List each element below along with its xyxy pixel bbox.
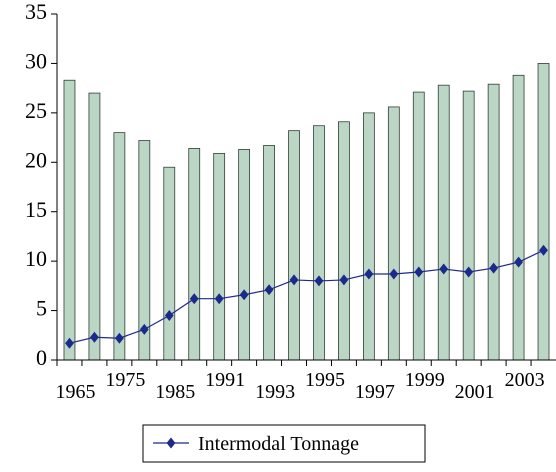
x-tick-label: 1985 [155,381,195,403]
marker [514,256,523,268]
marker [139,323,149,335]
legend: Intermodal Tonnage [142,424,426,463]
y-tick-label: 0 [36,345,47,370]
bar [263,145,275,361]
bar [412,91,425,361]
marker [90,331,99,343]
marker [164,310,174,322]
marker [364,268,374,280]
marker [65,337,74,349]
x-tick-label: 1991 [205,369,245,391]
marker [414,266,424,278]
bar [487,83,500,361]
x-tick-label: 1993 [255,381,295,403]
x-tick-label: 1995 [305,369,345,391]
y-tick-label: 30 [25,48,47,73]
x-tick-label: 1975 [105,369,145,391]
marker [339,274,349,286]
legend-box [142,424,426,463]
x-tick-label: 1999 [405,369,445,391]
marker [314,275,324,287]
bar [63,79,76,361]
y-tick-label: 5 [36,296,47,321]
y-tick-label: 35 [25,0,47,24]
bar [512,74,525,361]
x-tick-label: 1997 [355,381,395,403]
bar [437,84,450,361]
bar [387,106,400,361]
bar [288,130,300,361]
marker [439,263,449,275]
marker [189,293,199,305]
marker [464,266,474,278]
line [69,249,544,344]
marker [289,274,299,286]
x-tick-label: 2003 [505,369,545,391]
legend-marker [166,437,176,449]
bar [462,90,475,361]
marker [214,293,224,305]
legend-label: Intermodal Tonnage [198,433,359,455]
bar [188,148,201,361]
marker [389,268,399,280]
bar [338,121,350,361]
y-tick-label: 20 [25,147,47,172]
marker [264,284,274,296]
x-tick-label: 2001 [455,381,495,403]
bar [238,149,251,361]
bar [113,132,126,361]
y-tick-label: 10 [25,246,47,271]
marker [114,332,124,344]
marker [539,244,548,256]
bar [537,63,550,361]
bar [163,166,176,361]
marker [489,262,499,274]
x-tick-label: 1965 [55,381,95,403]
marker [239,289,249,301]
bar [362,112,375,361]
y-tick-label: 25 [25,98,47,123]
bar [88,92,101,361]
y-tick-label: 15 [25,197,47,222]
bar [213,152,226,361]
bar [313,125,325,361]
